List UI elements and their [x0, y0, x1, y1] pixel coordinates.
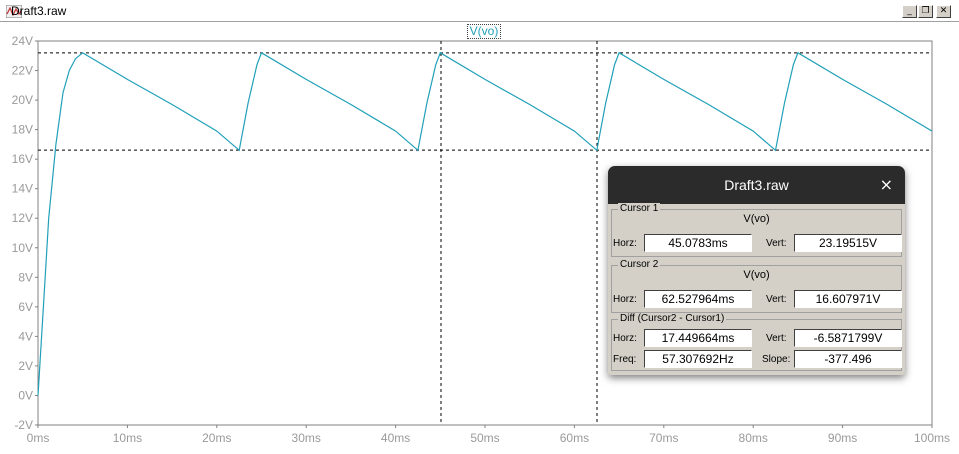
- waveform-app-icon: [6, 5, 22, 18]
- cursor1-group: Cursor 1 V(vo) Horz: 45.0783ms Vert: 23.…: [611, 203, 902, 257]
- restore-button[interactable]: ❐: [918, 5, 933, 18]
- x-tick-label: 20ms: [202, 431, 231, 445]
- cursor1-trace: V(vo): [743, 213, 770, 225]
- trace-label-vvo[interactable]: V(vo): [467, 24, 501, 39]
- minimize-button[interactable]: _: [902, 5, 917, 18]
- x-tick-label: 30ms: [292, 431, 321, 445]
- y-tick-label: 12V: [12, 211, 33, 225]
- diff-group: Diff (Cursor2 - Cursor1) Horz: 17.449664…: [611, 313, 902, 371]
- y-tick-label: 24V: [12, 34, 33, 48]
- x-tick-label: 80ms: [739, 431, 768, 445]
- y-tick-label: 22V: [12, 64, 33, 78]
- y-tick-label: 18V: [12, 123, 33, 137]
- x-tick-label: 50ms: [470, 431, 499, 445]
- x-tick-label: 100ms: [914, 431, 950, 445]
- cursor1-horz-label: Horz:: [613, 238, 637, 249]
- diff-slope-label: Slope:: [762, 354, 791, 365]
- cursor2-vert-label: Vert:: [766, 294, 787, 305]
- y-tick-label: 10V: [12, 241, 33, 255]
- cursor2-group: Cursor 2 V(vo) Horz: 62.527964ms Vert: 1…: [611, 259, 902, 313]
- x-tick-label: 90ms: [828, 431, 857, 445]
- cursor1-legend: Cursor 1: [618, 203, 661, 214]
- diff-horz-label: Horz:: [613, 333, 637, 344]
- y-tick-label: -2V: [14, 418, 33, 432]
- y-tick-label: 14V: [12, 182, 33, 196]
- y-tick-label: 20V: [12, 93, 33, 107]
- y-tick-label: 0V: [18, 388, 33, 402]
- diff-freq-field[interactable]: 57.307692Hz: [644, 350, 752, 368]
- x-tick-label: 40ms: [381, 431, 410, 445]
- cursor2-vert-field[interactable]: 16.607971V: [794, 290, 902, 308]
- x-tick-label: 70ms: [649, 431, 678, 445]
- x-tick-label: 10ms: [113, 431, 142, 445]
- diff-slope-field[interactable]: -377.496: [794, 350, 902, 368]
- y-tick-label: 8V: [18, 270, 33, 284]
- dialog-title: Draft3.raw: [724, 177, 789, 193]
- y-tick-label: 16V: [12, 152, 33, 166]
- x-tick-label: 0ms: [27, 431, 50, 445]
- diff-legend: Diff (Cursor2 - Cursor1): [618, 313, 727, 324]
- cursor2-legend: Cursor 2: [618, 259, 661, 270]
- y-tick-label: 6V: [18, 300, 33, 314]
- cursor2-horz-field[interactable]: 62.527964ms: [644, 290, 752, 308]
- series-line-vvo: [37, 51, 933, 396]
- close-icon[interactable]: ×: [879, 175, 893, 194]
- waveform-chart[interactable]: -2V 0V 2V 4V 6V 8V 10V 12V 14V 16V 18V 20V 22V 24V 0ms…: [0, 22, 959, 454]
- y-tick-label: 4V: [18, 329, 33, 343]
- cursor1-horz-field[interactable]: 45.0783ms: [644, 234, 752, 252]
- diff-freq-label: Freq:: [613, 354, 637, 365]
- diff-vert-field[interactable]: -6.5871799V: [794, 329, 902, 347]
- cursor2-horz-label: Horz:: [613, 294, 637, 305]
- window-titlebar: Draft3.raw _ ❐ ✕: [0, 0, 959, 22]
- x-tick-label: 60ms: [560, 431, 589, 445]
- diff-vert-label: Vert:: [766, 333, 787, 344]
- cursor2-trace: V(vo): [743, 269, 770, 281]
- close-button[interactable]: ✕: [936, 5, 951, 18]
- cursor1-vert-field[interactable]: 23.19515V: [794, 234, 902, 252]
- dialog-header: Draft3.raw ×: [608, 166, 905, 204]
- diff-horz-field[interactable]: 17.449664ms: [644, 329, 752, 347]
- window-title: Draft3.raw: [11, 4, 67, 18]
- y-tick-label: 2V: [18, 359, 33, 373]
- cursor1-vert-label: Vert:: [766, 238, 787, 249]
- cursor-readout-dialog: Draft3.raw × Cursor 1 V(vo) Horz: 45.078…: [608, 166, 905, 375]
